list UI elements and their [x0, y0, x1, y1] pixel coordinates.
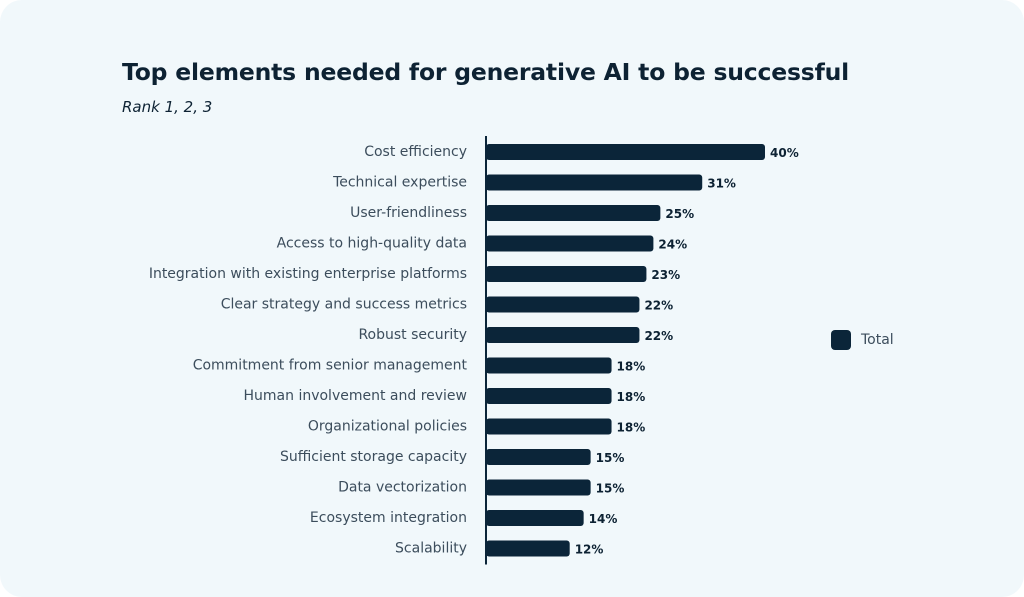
bar [486, 479, 591, 496]
bar [486, 266, 647, 282]
category-label: User-friendliness [350, 205, 467, 221]
legend-swatch-total [831, 330, 851, 350]
value-label: 31% [707, 177, 736, 191]
bar [486, 388, 612, 404]
bar [486, 296, 640, 313]
value-label: 40% [770, 146, 799, 160]
value-label: 18% [617, 360, 646, 374]
bar [486, 235, 654, 252]
bar [486, 357, 612, 374]
value-label: 24% [658, 238, 687, 252]
value-label: 18% [617, 421, 646, 435]
value-label: 23% [651, 268, 680, 282]
bar [486, 540, 570, 557]
category-label: Sufficient storage capacity [280, 449, 467, 465]
value-label: 15% [596, 482, 625, 496]
bar [486, 174, 703, 191]
legend: Total [831, 330, 894, 350]
chart-title: Top elements needed for generative AI to… [122, 58, 849, 86]
bar [486, 327, 640, 343]
value-label: 15% [596, 451, 625, 465]
bar [486, 144, 765, 160]
category-label: Organizational policies [308, 419, 467, 435]
category-label: Ecosystem integration [310, 510, 467, 526]
bar [486, 205, 661, 221]
category-label: Robust security [358, 327, 467, 343]
category-label: Integration with existing enterprise pla… [149, 266, 467, 282]
value-label: 18% [617, 390, 646, 404]
value-label: 22% [644, 299, 673, 313]
category-label: Technical expertise [332, 175, 467, 191]
legend-label-total: Total [861, 332, 894, 348]
category-label: Human involvement and review [244, 388, 468, 404]
value-label: 22% [644, 329, 673, 343]
value-label: 14% [589, 512, 618, 526]
category-label: Data vectorization [338, 480, 467, 496]
category-label: Scalability [395, 541, 467, 557]
value-label: 12% [575, 543, 604, 557]
category-label: Commitment from senior management [193, 358, 468, 374]
bar [486, 449, 591, 465]
chart-subtitle: Rank 1, 2, 3 [122, 98, 213, 116]
category-label: Access to high-quality data [277, 236, 467, 252]
bar [486, 418, 612, 435]
category-label: Cost efficiency [364, 144, 467, 160]
category-label: Clear strategy and success metrics [221, 297, 467, 313]
bar [486, 510, 584, 526]
value-label: 25% [665, 207, 694, 221]
